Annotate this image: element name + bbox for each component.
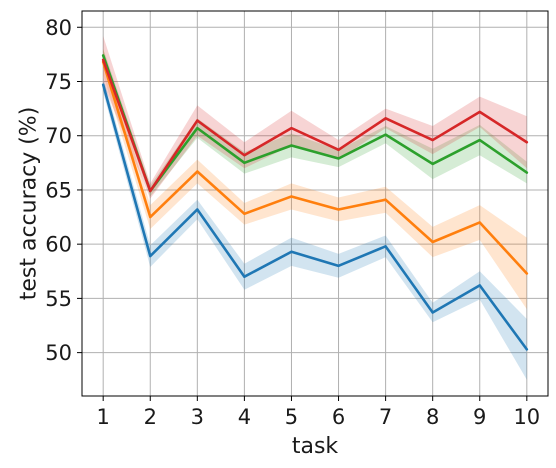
x-tick-label: 3 <box>191 405 204 429</box>
y-tick-label: 75 <box>45 70 72 94</box>
y-axis-label: test accuracy (%) <box>17 107 42 301</box>
series-4-line <box>101 58 529 193</box>
y-tick-label: 70 <box>45 124 72 148</box>
y-axis-ticks: 50 55 60 65 70 75 80 <box>45 16 82 365</box>
series-3-line <box>101 54 529 193</box>
x-tick-label: 8 <box>426 405 439 429</box>
x-axis-label: task <box>292 434 339 459</box>
series-2-band <box>103 48 527 310</box>
series-3-band <box>103 48 527 197</box>
x-tick-label: 2 <box>144 405 157 429</box>
series-1-line <box>101 83 529 351</box>
x-tick-label: 1 <box>96 405 109 429</box>
series-4-band <box>103 35 527 199</box>
grid-lines <box>82 11 548 396</box>
confidence-bands <box>103 35 527 380</box>
x-tick-label: 10 <box>513 405 540 429</box>
series-lines <box>101 54 529 351</box>
y-tick-label: 80 <box>45 16 72 40</box>
series-1-band <box>103 77 527 380</box>
x-tick-label: 9 <box>473 405 486 429</box>
x-tick-label: 5 <box>285 405 298 429</box>
x-tick-label: 4 <box>238 405 251 429</box>
x-tick-label: 6 <box>332 405 345 429</box>
y-tick-label: 50 <box>45 341 72 365</box>
y-tick-label: 55 <box>45 287 72 311</box>
x-axis-ticks: 1 2 3 4 5 6 7 8 9 10 <box>96 396 540 429</box>
x-tick-label: 7 <box>379 405 392 429</box>
plot-frame <box>81 10 549 397</box>
y-tick-label: 65 <box>45 178 72 202</box>
series-2-line <box>101 60 529 275</box>
y-tick-label: 60 <box>45 233 72 257</box>
